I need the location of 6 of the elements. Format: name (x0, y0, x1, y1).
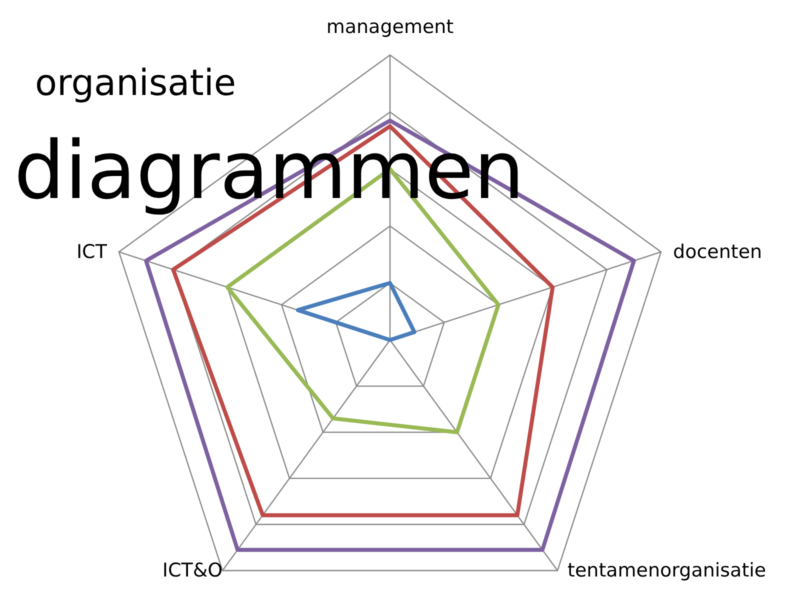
spoke-label: management (326, 16, 454, 38)
spoke-label: ICT&O (162, 560, 223, 582)
spoke-label: tentamenorganisatie (568, 560, 766, 582)
text: organisatie (35, 63, 236, 104)
spoke-label: ICT (76, 240, 108, 263)
spoke-label: docenten (673, 240, 762, 263)
